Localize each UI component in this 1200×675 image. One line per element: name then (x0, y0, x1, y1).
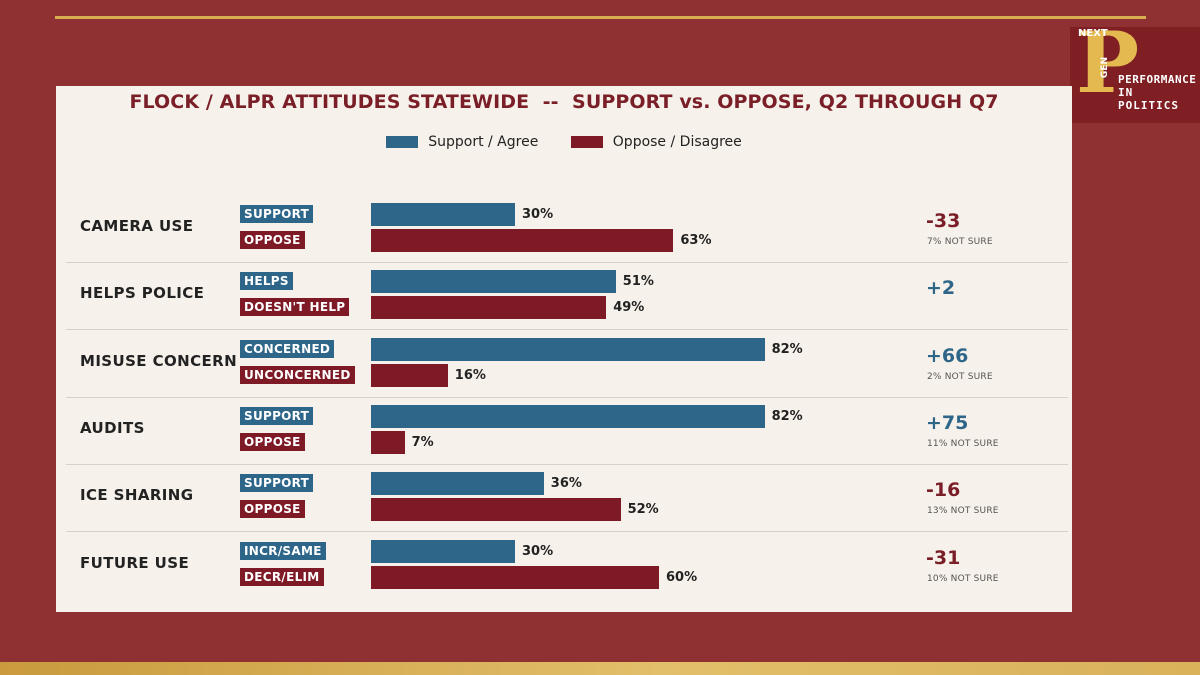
row-divider (66, 396, 1068, 398)
chart-title: FLOCK / ALPR ATTITUDES STATEWIDE -- SUPP… (129, 91, 999, 113)
support-value-label: 82% (771, 341, 803, 357)
support-bar (371, 539, 515, 563)
support-tag: SUPPORT (240, 474, 314, 493)
oppose-value-label: 63% (680, 233, 712, 248)
logo-next-text: NEXT (1078, 28, 1108, 39)
support-value-label: 36% (550, 476, 582, 492)
support-value-label: 30% (522, 207, 554, 222)
oppose-value-label: 60% (666, 569, 698, 585)
logo-performance-text: PERFORMANCE (1118, 73, 1197, 86)
support-bar (371, 404, 765, 428)
chart-row: HELPS POLICE HELPS DOESN'T HELP 51% 49% +2 (56, 263, 1072, 331)
legend-label-oppose: Oppose / Disagree (612, 134, 742, 150)
oppose-tag: DOESN'T HELP (240, 298, 350, 317)
support-value-label: 82% (771, 408, 803, 424)
support-bar (371, 270, 616, 294)
legend-swatch-oppose (570, 136, 603, 148)
row-divider (66, 463, 1068, 465)
oppose-bar (371, 363, 448, 387)
support-bar (371, 203, 515, 226)
oppose-tag: OPPOSE (240, 231, 305, 249)
top-gold-rule (55, 16, 1146, 19)
category-label: FUTURE USE (80, 553, 190, 572)
support-tag: SUPPORT (240, 406, 314, 425)
oppose-bar (371, 498, 621, 522)
net-score: -31 (926, 546, 961, 569)
chart-row: FUTURE USE INCR/SAME DECR/ELIM 30% 60% -31 10%… (56, 533, 1072, 600)
oppose-value-label: 16% (454, 367, 486, 383)
oppose-tag: OPPOSE (240, 432, 305, 451)
net-score: +75 (926, 411, 969, 434)
net-score: -33 (926, 210, 961, 232)
oppose-value-label: 49% (613, 300, 645, 316)
category-label: AUDITS (80, 418, 145, 437)
not-sure-label: 11% NOT SURE (927, 438, 999, 449)
legend-swatch-support (386, 136, 419, 148)
performance-in-politics-logo: P NEXT GEN PERFORMANCE IN POLITICS (1070, 21, 1200, 123)
support-value-label: 30% (522, 543, 554, 559)
row-divider (66, 329, 1068, 331)
oppose-tag: OPPOSE (240, 500, 305, 519)
support-tag: CONCERNED (240, 339, 335, 358)
oppose-bar (371, 229, 674, 252)
oppose-value-label: 7% (411, 434, 434, 450)
category-label: CAMERA USE (80, 217, 194, 235)
not-sure-label: 2% NOT SURE (927, 371, 993, 382)
legend-item-support: Support / Agree (386, 134, 538, 150)
oppose-bar (371, 430, 405, 454)
oppose-tag: DECR/ELIM (240, 567, 324, 586)
chart-row: ICE SHARING SUPPORT OPPOSE 36% 52% -16 13% NOT… (56, 465, 1072, 533)
not-sure-label: 10% NOT SURE (927, 573, 999, 584)
row-divider (66, 531, 1068, 533)
chart-row: MISUSE CONCERN CONCERNED UNCONCERNED 82% 16%… (56, 331, 1072, 398)
support-value-label: 51% (622, 274, 654, 290)
support-bar (371, 337, 765, 361)
support-bar (371, 472, 544, 496)
not-sure-label: 13% NOT SURE (927, 506, 999, 517)
category-label: MISUSE CONCERN (80, 351, 238, 370)
oppose-bar (371, 296, 607, 320)
bottom-gold-band (0, 662, 1200, 675)
chart-row: CAMERA USE SUPPORT OPPOSE 30% 63% -33 7% NOT S… (56, 196, 1072, 263)
logo-in-politics-text: IN POLITICS (1118, 86, 1179, 112)
support-tag: SUPPORT (240, 205, 314, 223)
logo-p-letter: P (1076, 13, 1140, 112)
not-sure-label: 7% NOT SURE (927, 237, 993, 247)
chart-row: AUDITS SUPPORT OPPOSE 82% 7% +75 11% NOT SURE (56, 398, 1072, 465)
net-score: -16 (926, 479, 961, 502)
chart-panel: FLOCK / ALPR ATTITUDES STATEWIDE -- SUPP… (56, 86, 1072, 612)
legend-label-support: Support / Agree (428, 134, 539, 150)
support-tag: HELPS (240, 272, 293, 291)
legend-item-oppose: Oppose / Disagree (570, 134, 742, 150)
support-tag: INCR/SAME (240, 541, 326, 560)
logo-gen-text: GEN (1100, 57, 1110, 79)
net-score: +66 (926, 344, 969, 367)
row-divider (66, 262, 1068, 263)
net-score: +2 (926, 277, 956, 300)
oppose-value-label: 52% (627, 502, 659, 518)
category-label: ICE SHARING (80, 486, 194, 505)
chart-legend: Support / Agree Oppose / Disagree (56, 134, 1072, 152)
oppose-bar (371, 565, 659, 589)
category-label: HELPS POLICE (80, 284, 205, 303)
oppose-tag: UNCONCERNED (240, 365, 355, 384)
